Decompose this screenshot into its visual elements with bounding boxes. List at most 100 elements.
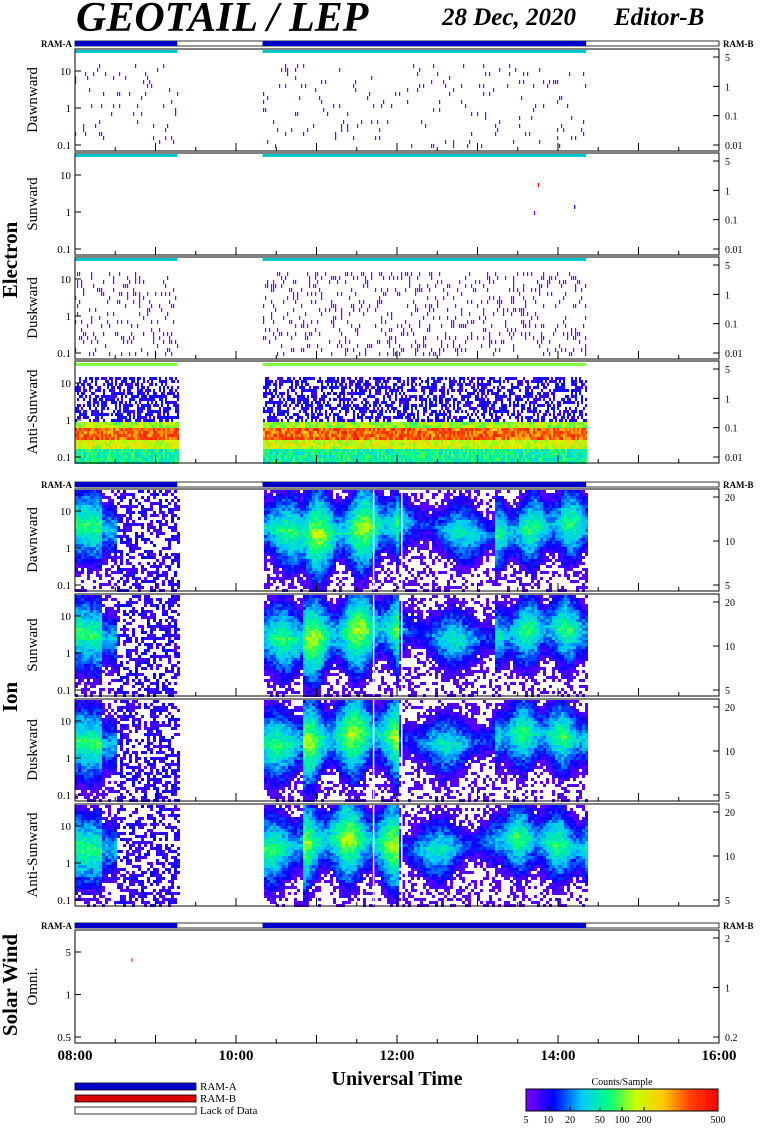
data-cell: [433, 308, 434, 312]
data-cell: [403, 328, 404, 332]
data-cell: [457, 452, 459, 455]
data-cell: [335, 383, 337, 386]
data-cell: [109, 383, 111, 386]
data-cell: [333, 413, 335, 416]
data-cell: [123, 336, 124, 340]
data-cell: [413, 404, 415, 407]
data-cell: [425, 124, 426, 128]
data-cell: [459, 425, 461, 428]
data-cell: [281, 284, 282, 288]
data-cell: [345, 440, 347, 443]
data-cell: [283, 458, 285, 461]
data-cell: [333, 377, 335, 380]
data-cell: [143, 407, 145, 410]
data-cell: [93, 284, 94, 288]
data-cell: [379, 377, 381, 380]
data-cell: [493, 401, 495, 404]
data-cell: [77, 422, 79, 425]
data-cell: [507, 440, 509, 443]
data-cell: [155, 425, 157, 428]
data-cell: [439, 425, 441, 428]
data-cell: [79, 452, 81, 455]
data-cell: [97, 449, 99, 452]
data-cell: [167, 440, 169, 443]
data-cell: [423, 455, 425, 458]
data-cell: [283, 280, 284, 284]
data-cell: [337, 434, 339, 437]
data-cell: [457, 443, 459, 446]
data-cell: [365, 401, 367, 404]
data-cell: [495, 416, 497, 419]
data-cell: [327, 431, 329, 434]
data-cell: [465, 428, 467, 431]
data-cell: [89, 443, 91, 446]
data-cell: [407, 443, 409, 446]
data-cell: [101, 104, 102, 108]
data-cell: [483, 440, 485, 443]
data-cell: [389, 340, 390, 344]
data-cell: [135, 419, 137, 422]
data-cell: [387, 440, 389, 443]
data-cell: [351, 437, 353, 440]
data-cell: [469, 440, 471, 443]
data-cell: [295, 455, 297, 458]
data-cell: [343, 437, 345, 440]
data-cell: [471, 440, 473, 443]
data-cell: [345, 425, 347, 428]
data-cell: [445, 84, 446, 88]
data-cell: [445, 377, 447, 380]
data-cell: [165, 410, 167, 413]
data-cell: [289, 446, 291, 449]
data-cell: [275, 389, 277, 392]
data-cell: [333, 316, 334, 320]
data-cell: [103, 440, 105, 443]
data-cell: [457, 407, 459, 410]
data-cell: [273, 383, 275, 386]
data-cell: [423, 336, 424, 340]
data-cell: [439, 413, 441, 416]
data-cell: [469, 272, 470, 276]
data-cell: [397, 425, 399, 428]
data-cell: [123, 407, 125, 410]
data-cell: [353, 413, 355, 416]
data-cell: [399, 380, 401, 383]
data-cell: [171, 100, 172, 104]
data-cell: [169, 455, 171, 458]
data-cell: [415, 404, 417, 407]
data-cell: [447, 419, 449, 422]
data-cell: [93, 455, 95, 458]
data-cell: [367, 437, 369, 440]
data-cell: [457, 422, 459, 425]
data-cell: [387, 404, 389, 407]
data-cell: [127, 446, 129, 449]
data-cell: [173, 425, 175, 428]
data-cell: [429, 401, 431, 404]
data-cell: [115, 431, 117, 434]
data-cell: [337, 431, 339, 434]
data-cell: [95, 425, 97, 428]
data-cell: [493, 425, 495, 428]
data-cell: [477, 422, 479, 425]
data-cell: [443, 434, 445, 437]
data-cell: [319, 380, 321, 383]
data-cell: [435, 437, 437, 440]
data-cell: [153, 389, 155, 392]
data-cell: [469, 434, 471, 437]
data-cell: [371, 431, 373, 434]
data-cell: [349, 455, 351, 458]
data-cell: [503, 428, 505, 431]
data-cell: [159, 336, 160, 340]
data-cell: [273, 401, 275, 404]
data-cell: [337, 413, 339, 416]
data-cell: [171, 431, 173, 434]
data-cell: [321, 449, 323, 452]
data-cell: [481, 437, 483, 440]
data-cell: [153, 136, 154, 140]
data-cell: [77, 304, 78, 308]
data-cell: [477, 452, 479, 455]
data-cell: [367, 96, 368, 100]
right-tick-label: 5: [725, 53, 730, 64]
data-cell: [483, 308, 484, 312]
data-cell: [79, 428, 81, 431]
data-cell: [413, 449, 415, 452]
